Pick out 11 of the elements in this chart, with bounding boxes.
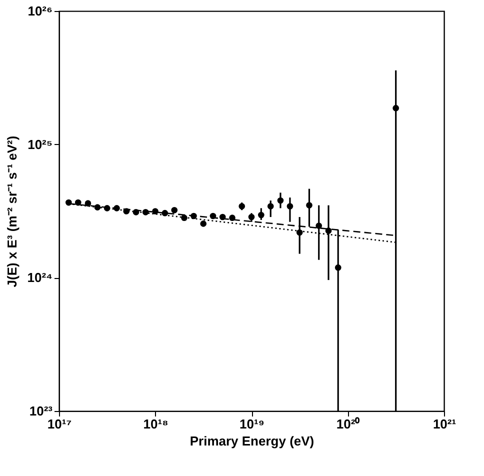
- x-axis-title: Primary Energy (eV): [190, 434, 314, 448]
- y-tick-label: 10²⁶: [28, 4, 53, 18]
- y-tick-label: 10²⁴: [27, 270, 52, 286]
- x-tick-label: 10²¹: [432, 416, 456, 432]
- x-tick-label: 10¹⁷: [47, 416, 72, 432]
- x-tick-label: 10²⁰: [336, 416, 360, 432]
- x-tick-label: 10¹⁹: [240, 416, 264, 432]
- y-axis-title: J(E) x E³ (m⁻² sr⁻¹ s⁻¹ eV²): [4, 136, 20, 288]
- x-tick-label: 10¹⁸: [143, 416, 168, 432]
- y-tick-label: 10²³: [29, 404, 54, 418]
- y-tick-label: 10²⁵: [28, 136, 52, 152]
